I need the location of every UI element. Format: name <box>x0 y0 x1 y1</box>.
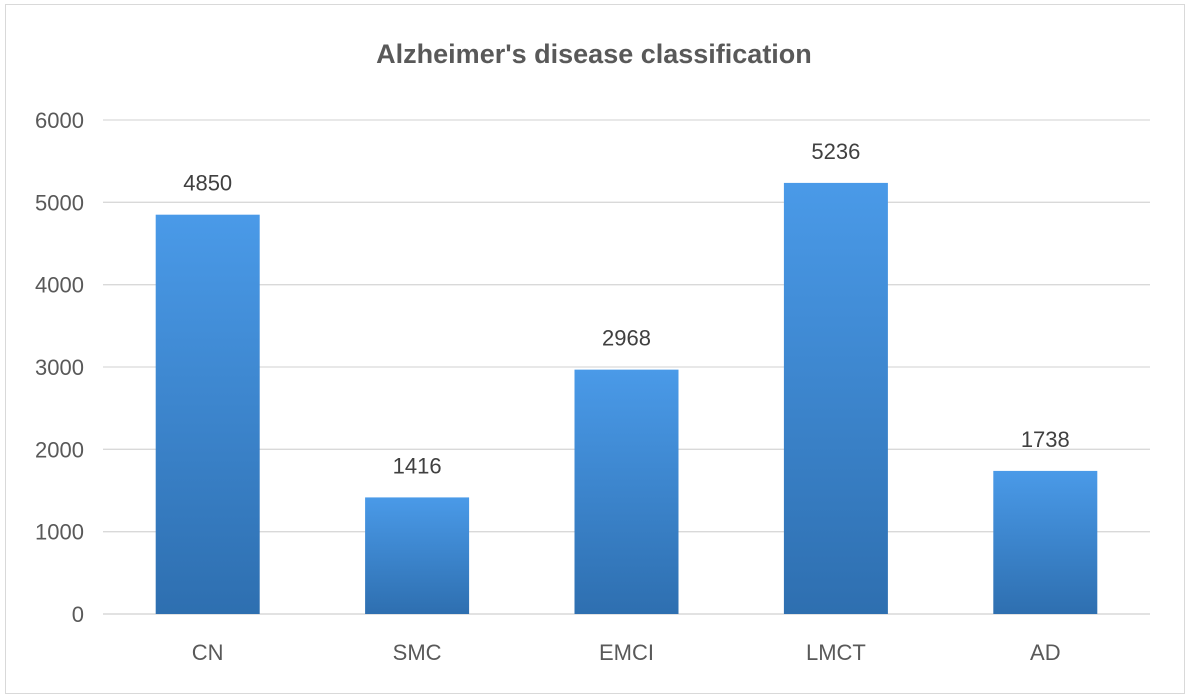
x-tick-label: AD <box>1030 640 1061 665</box>
bar-smc <box>365 497 470 614</box>
y-axis-ticks: 0 1000 2000 3000 4000 5000 6000 <box>35 108 84 627</box>
chart-title: Alzheimer's disease classification <box>376 39 812 69</box>
bar-emci <box>574 369 679 614</box>
x-axis-ticks: CN SMC EMCI LMCT AD <box>192 640 1061 665</box>
data-label: 1416 <box>393 453 442 478</box>
bar-cn <box>155 214 260 614</box>
gridlines <box>103 119 1150 615</box>
bars <box>155 182 1098 615</box>
data-labels: 4850 1416 2968 5236 1738 <box>183 139 1070 479</box>
data-label: 5236 <box>811 139 860 164</box>
y-tick-label: 5000 <box>35 190 84 215</box>
data-label: 2968 <box>602 326 651 351</box>
y-tick-label: 0 <box>72 602 84 627</box>
y-tick-label: 2000 <box>35 437 84 462</box>
y-tick-label: 6000 <box>35 108 84 133</box>
y-tick-label: 3000 <box>35 355 84 380</box>
x-tick-label: CN <box>192 640 224 665</box>
data-label: 1738 <box>1021 427 1070 452</box>
bar-lmct <box>783 182 888 615</box>
bar-ad <box>993 470 1098 614</box>
x-tick-label: SMC <box>393 640 442 665</box>
x-tick-label: LMCT <box>806 640 866 665</box>
x-tick-label: EMCI <box>599 640 654 665</box>
y-tick-label: 1000 <box>35 520 84 545</box>
y-tick-label: 4000 <box>35 273 84 298</box>
data-label: 4850 <box>183 171 232 196</box>
